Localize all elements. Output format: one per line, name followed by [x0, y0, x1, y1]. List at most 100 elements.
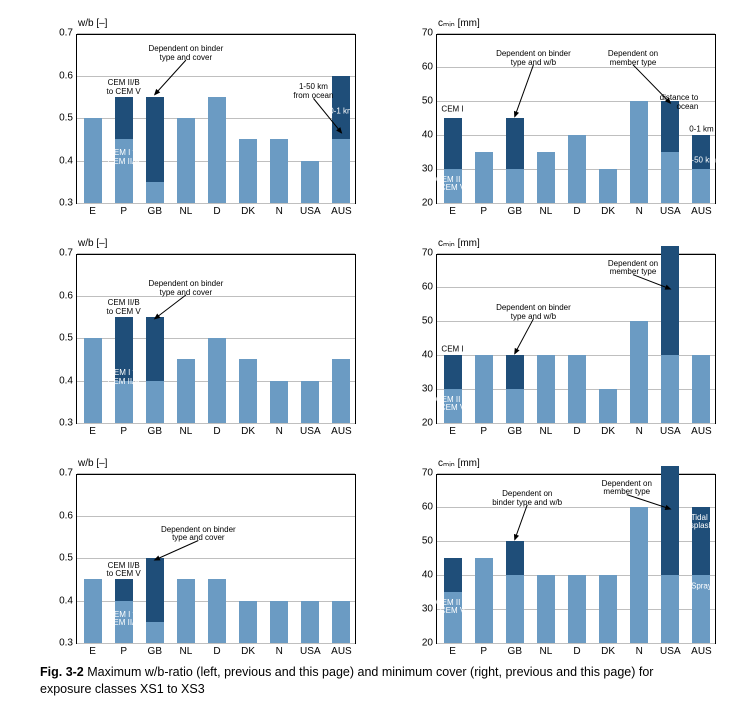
gridline — [77, 76, 355, 77]
bar-stack — [692, 507, 710, 575]
x-tick-label: GB — [148, 423, 162, 437]
y-tick-label: 0.3 — [59, 418, 77, 429]
x-tick-label: USA — [660, 203, 681, 217]
y-tick-label: 20 — [422, 418, 437, 429]
y-tick-label: 0.3 — [59, 198, 77, 209]
bar-base — [115, 381, 133, 424]
bar-base — [661, 152, 679, 203]
chart-xs3-wb: w/b [–]XS30.30.40.50.60.7EPGBNLDDKNUSAAU… — [40, 456, 360, 656]
plot-area: 203040506070EPGBNLDDKNUSAAUSCEM ICEM II … — [436, 34, 716, 204]
x-tick-label: AUS — [331, 643, 352, 657]
bar-base — [661, 575, 679, 643]
x-tick-label: AUS — [691, 423, 712, 437]
bar-base — [692, 355, 710, 423]
y-tick-label: 70 — [422, 28, 437, 39]
y-tick-label: 0.6 — [59, 290, 77, 301]
x-tick-label: NL — [539, 423, 552, 437]
bar-base — [599, 389, 617, 423]
figure-caption: Fig. 3-2 Maximum w/b-ratio (left, previo… — [40, 664, 700, 698]
x-tick-label: DK — [601, 423, 615, 437]
x-tick-label: E — [89, 423, 96, 437]
bar-base — [444, 389, 462, 423]
bar-base — [332, 601, 350, 644]
x-tick-label: USA — [300, 203, 321, 217]
x-tick-label: DK — [601, 203, 615, 217]
bar-stack — [661, 101, 679, 152]
x-tick-label: E — [89, 203, 96, 217]
x-tick-label: P — [120, 643, 127, 657]
bar-stack — [146, 317, 164, 381]
y-tick-label: 40 — [422, 350, 437, 361]
bar-base — [208, 97, 226, 203]
bar-base — [475, 558, 493, 643]
y-tick-label: 40 — [422, 570, 437, 581]
y-tick-label: 70 — [422, 248, 437, 259]
y-tick-label: 0.4 — [59, 155, 77, 166]
bar-stack — [444, 355, 462, 389]
bar-stack — [661, 466, 679, 575]
annotation: Dependent on binder type and w/b — [496, 304, 571, 322]
x-tick-label: AUS — [331, 203, 352, 217]
y-tick-label: 50 — [422, 96, 437, 107]
annotation: CEM I — [441, 105, 463, 114]
y-tick-label: 30 — [422, 604, 437, 615]
x-tick-label: AUS — [691, 643, 712, 657]
caption-text: Maximum w/b-ratio (left, previous and th… — [40, 665, 653, 696]
bar-base — [537, 575, 555, 643]
annotation: Dependent on binder type and w/b — [492, 490, 562, 508]
gridline — [77, 473, 355, 474]
bar-base — [568, 135, 586, 203]
caption-lede: Fig. 3-2 — [40, 665, 84, 679]
bar-stack — [115, 579, 133, 600]
bar-base — [146, 381, 164, 424]
bar-base — [84, 579, 102, 643]
y-tick-label: 0.3 — [59, 638, 77, 649]
bar-base — [692, 575, 710, 643]
y-tick-label: 50 — [422, 316, 437, 327]
bar-base — [270, 139, 288, 203]
bar-base — [332, 139, 350, 203]
bar-stack — [506, 541, 524, 575]
bar-stack — [146, 558, 164, 622]
chart-xs1-cmin: cₘᵢₙ [mm]XS1203040506070EPGBNLDDKNUSAAUS… — [400, 16, 720, 216]
plot-area: 0.30.40.50.60.7EPGBNLDDKNUSAAUSCEM II/B … — [76, 34, 356, 204]
y-tick-label: 0.6 — [59, 510, 77, 521]
bar-stack — [115, 317, 133, 381]
x-tick-label: D — [573, 423, 580, 437]
x-tick-label: USA — [660, 423, 681, 437]
x-tick-label: DK — [241, 643, 255, 657]
bar-base — [332, 359, 350, 423]
x-tick-label: E — [449, 643, 456, 657]
y-tick-label: 60 — [422, 62, 437, 73]
y-tick-label: 0.6 — [59, 70, 77, 81]
x-tick-label: GB — [508, 203, 522, 217]
gridline — [77, 33, 355, 34]
x-tick-label: GB — [148, 643, 162, 657]
bar-base — [506, 389, 524, 423]
y-tick-label: 0.5 — [59, 113, 77, 124]
x-tick-label: NL — [539, 643, 552, 657]
bar-base — [208, 338, 226, 423]
x-tick-label: DK — [601, 643, 615, 657]
bar-base — [568, 355, 586, 423]
y-tick-label: 0.5 — [59, 553, 77, 564]
annotation: 1-50 km from ocean — [293, 84, 333, 102]
bar-base — [208, 579, 226, 643]
annotation: CEM I — [441, 346, 463, 355]
x-tick-label: AUS — [331, 423, 352, 437]
plot-area: 0.30.40.50.60.7EPGBNLDDKNUSAAUSCEM II/B … — [76, 254, 356, 424]
gridline — [437, 67, 715, 68]
x-tick-label: D — [213, 203, 220, 217]
y-tick-label: 70 — [422, 468, 437, 479]
x-tick-label: GB — [508, 643, 522, 657]
y-tick-label: 60 — [422, 282, 437, 293]
bar-base — [84, 118, 102, 203]
bar-base — [146, 622, 164, 643]
y-tick-label: 0.4 — [59, 595, 77, 606]
bar-base — [301, 381, 319, 424]
bar-base — [177, 579, 195, 643]
bar-stack — [506, 118, 524, 169]
gridline — [437, 33, 715, 34]
x-tick-label: DK — [241, 423, 255, 437]
y-tick-label: 40 — [422, 130, 437, 141]
